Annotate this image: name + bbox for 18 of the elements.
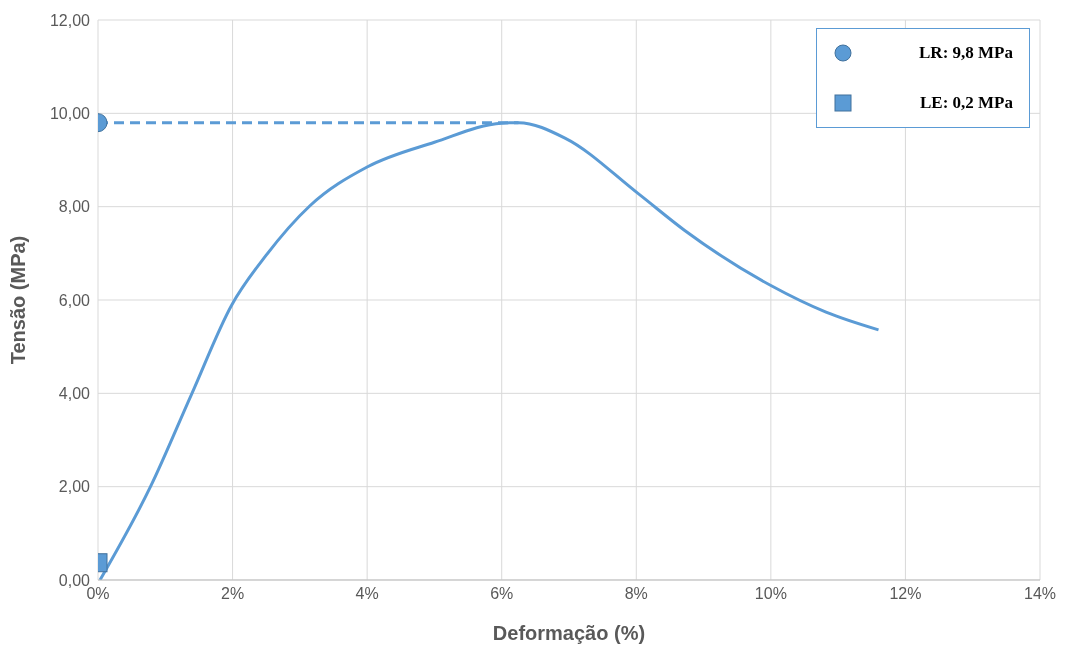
x-tick-label: 2% (221, 585, 245, 603)
x-tick-label: 8% (624, 585, 648, 603)
y-tick-label: 12,00 (49, 11, 91, 29)
y-tick-label: 8,00 (58, 198, 91, 216)
y-tick-label: 6,00 (58, 291, 91, 309)
y-tick-label: 4,00 (58, 385, 91, 403)
x-tick-label: 6% (490, 585, 514, 603)
x-tick-label: 12% (889, 585, 922, 603)
line-series (98, 121, 881, 580)
x-tick-label: 0% (86, 585, 110, 603)
legend-box: LR: 9,8 MPa LE: 0,2 MPa (816, 28, 1030, 128)
y-axis-title: Tensão (MPa) (7, 235, 30, 365)
x-tick-label: 10% (754, 585, 787, 603)
x-axis-title: Deformação (%) (492, 622, 646, 644)
y-tick-label: 2,00 (58, 478, 91, 496)
x-tick-label: 14% (1023, 585, 1057, 603)
x-tick-label: 4% (355, 585, 379, 603)
y-tick-label: 10,00 (49, 105, 91, 123)
